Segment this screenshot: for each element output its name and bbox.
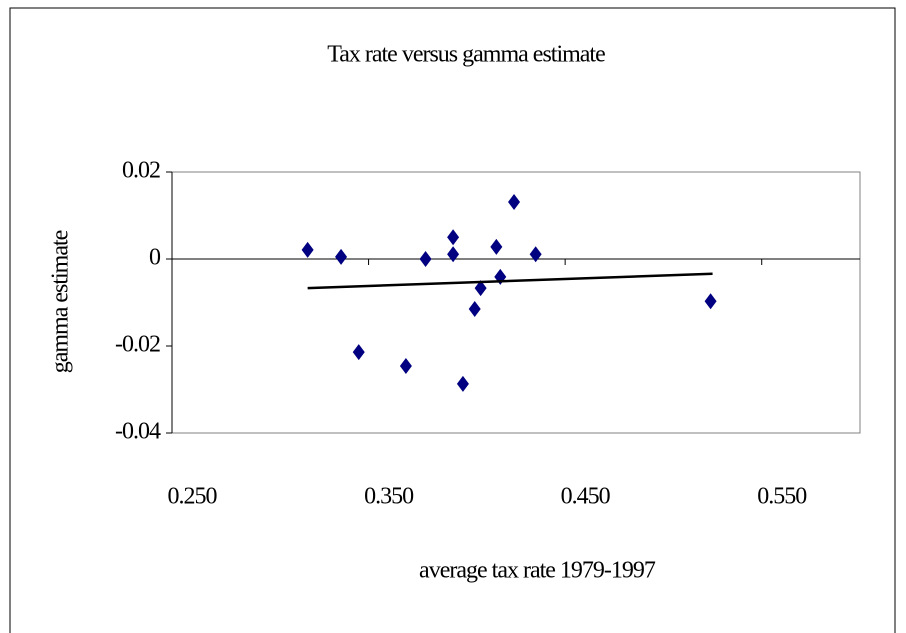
data-point (447, 246, 460, 263)
y-tick-label: -0.04 (115, 419, 161, 445)
data-point (474, 280, 487, 297)
data-point (447, 229, 460, 246)
data-point (490, 238, 503, 255)
x-tick-label: 0.550 (757, 484, 807, 510)
data-point (352, 344, 365, 361)
x-tick-label: 0.450 (561, 484, 611, 510)
chart-title: Tax rate versus gamma estimate (327, 42, 605, 68)
y-tick-label: -0.02 (115, 332, 160, 358)
data-point (456, 375, 469, 392)
data-point (704, 293, 717, 310)
x-axis-label: average tax rate 1979-1997 (419, 558, 656, 584)
data-point (419, 251, 432, 267)
x-tick-label: 0.350 (364, 484, 414, 510)
data-point (399, 358, 412, 375)
y-tick-label: 0 (149, 245, 161, 271)
data-point (529, 246, 542, 263)
x-tick-label: 0.250 (168, 484, 218, 510)
data-point (301, 241, 314, 258)
data-point (508, 194, 521, 211)
data-point (335, 248, 348, 265)
chart-frame (9, 7, 896, 633)
y-tick-label: 0.02 (122, 158, 160, 184)
trendline (307, 272, 713, 290)
y-axis-label: gamma estimate (48, 230, 74, 373)
data-point (468, 301, 481, 318)
